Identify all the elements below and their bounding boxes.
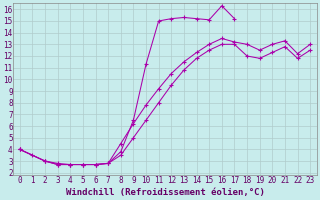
X-axis label: Windchill (Refroidissement éolien,°C): Windchill (Refroidissement éolien,°C) [66,188,264,197]
